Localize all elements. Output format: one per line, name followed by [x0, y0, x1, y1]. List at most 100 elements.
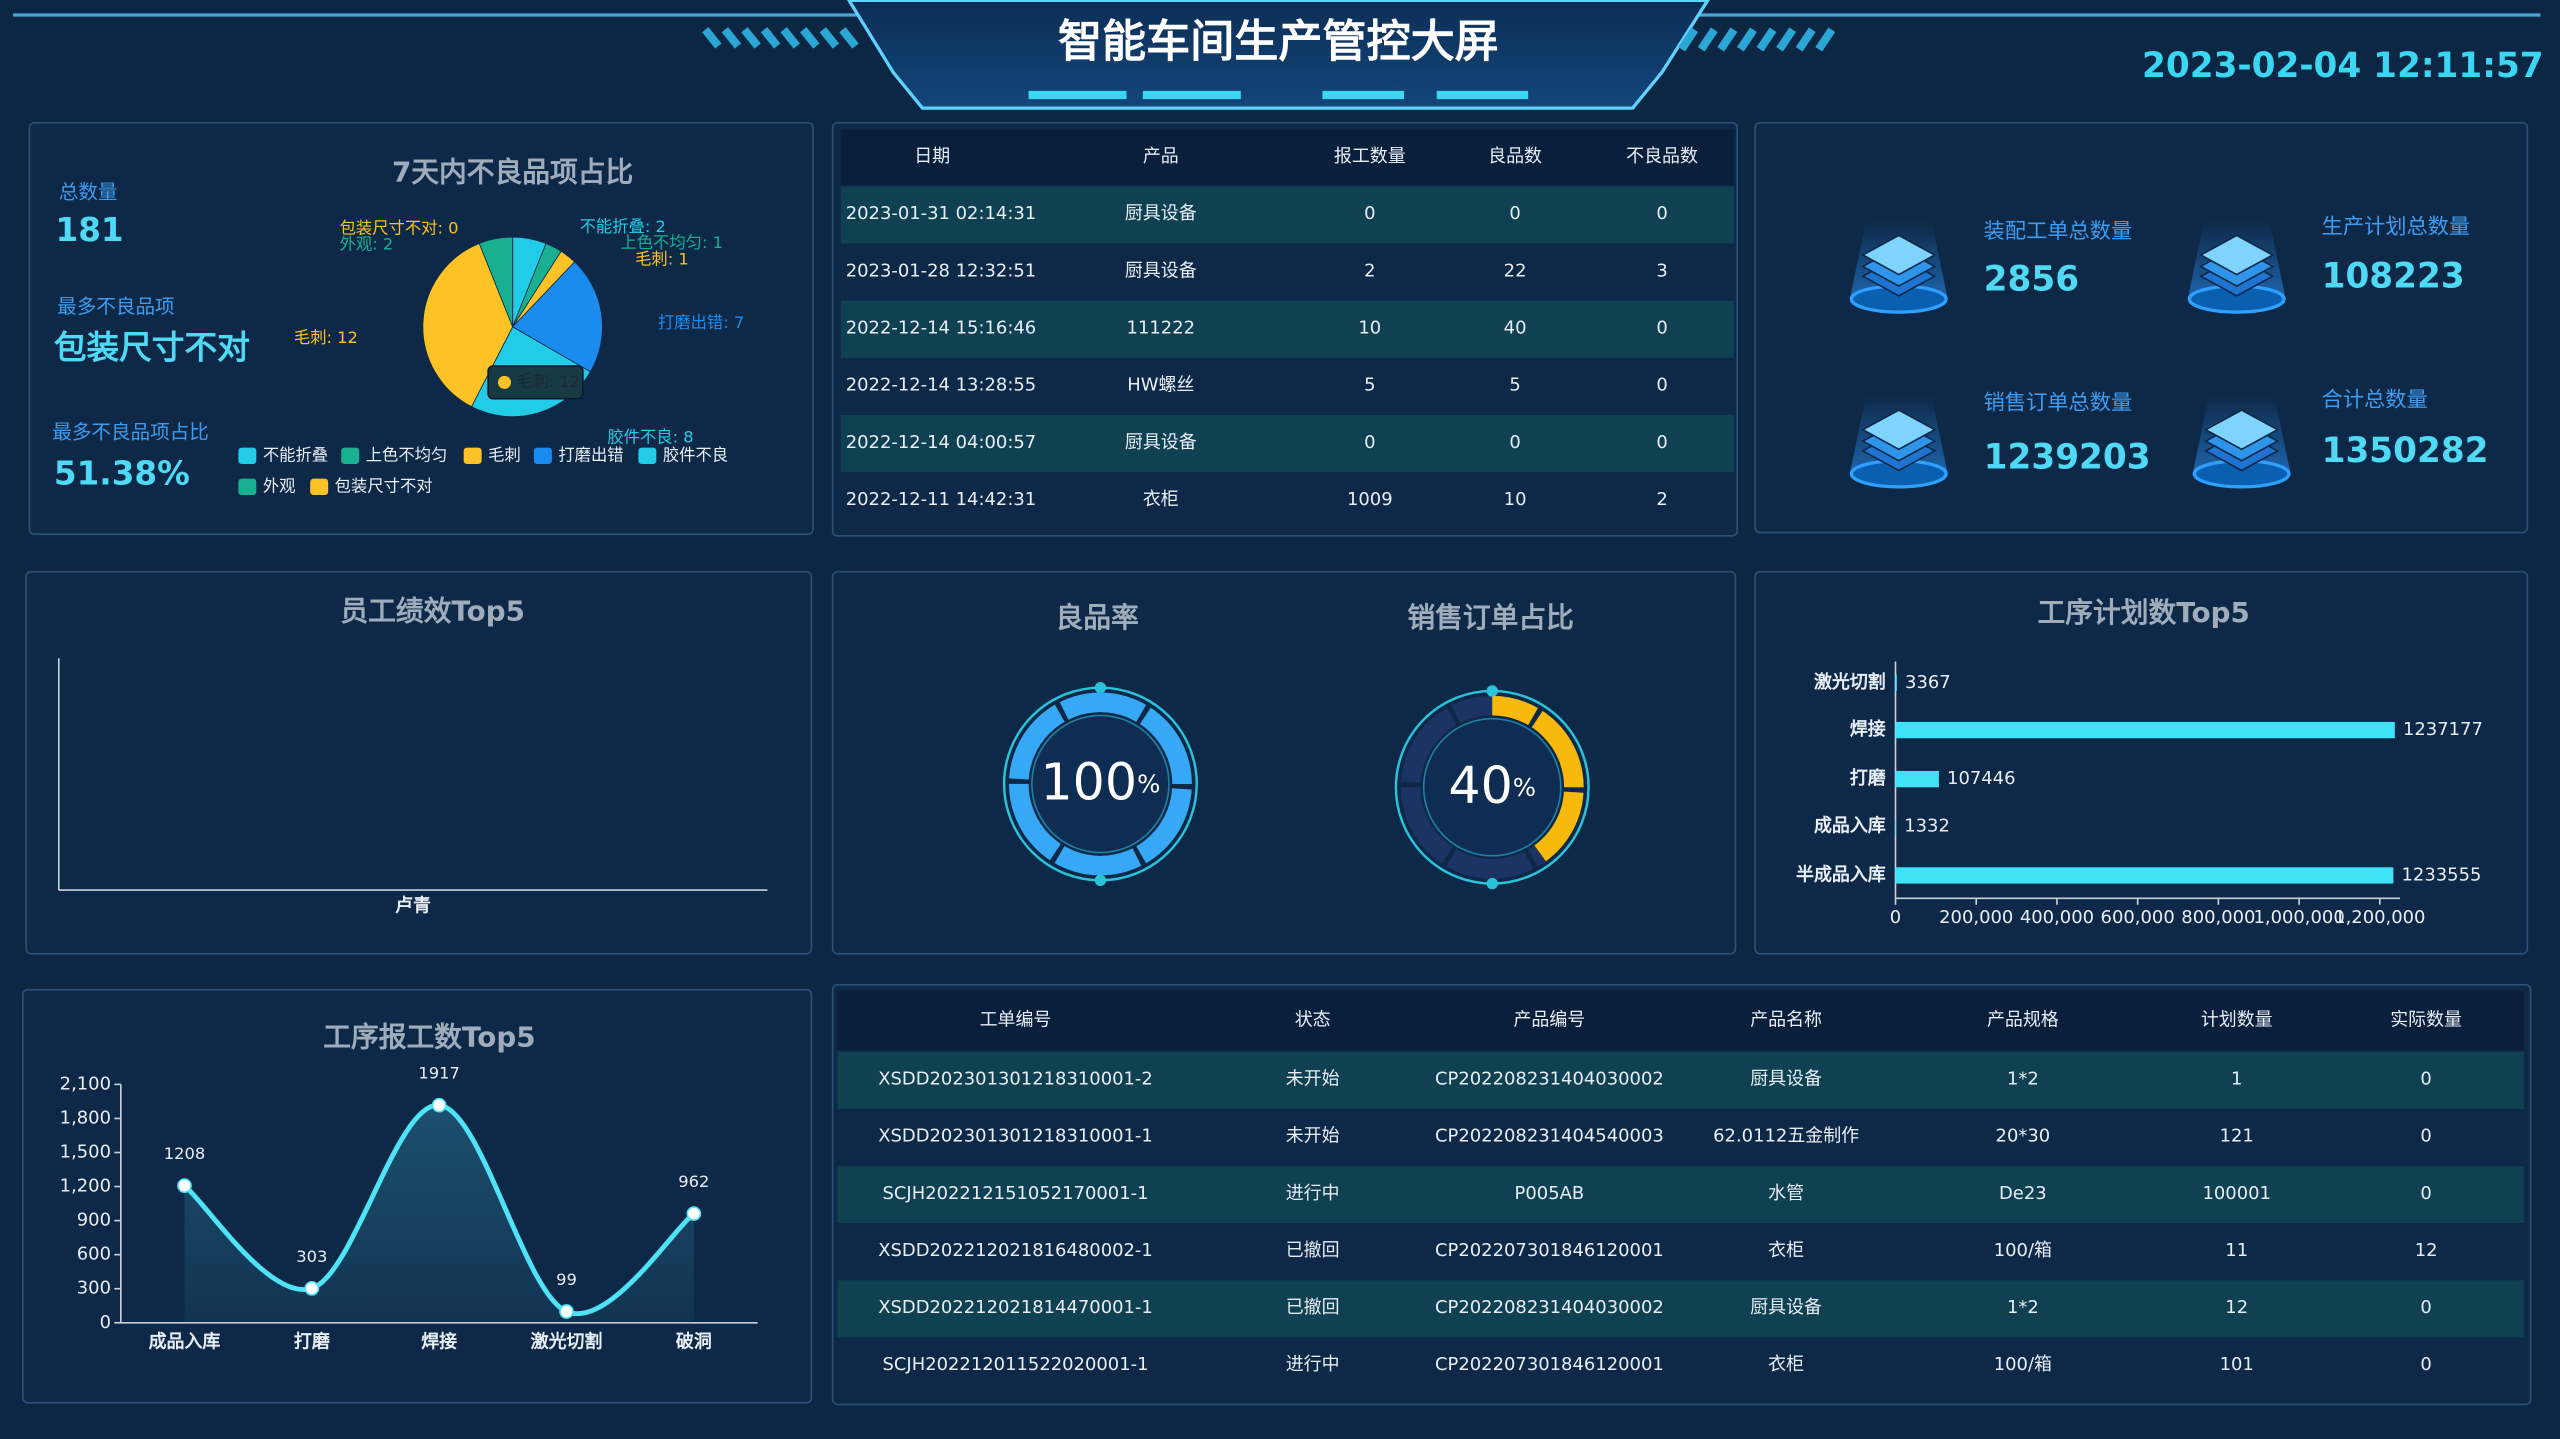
table-cell: 12: [2225, 1297, 2248, 1318]
tooltip: 毛刺: 12: [516, 372, 580, 391]
legend-label: 不能折叠: [263, 445, 328, 464]
table-header: 报工数量: [1334, 146, 1406, 167]
y-tick-label: 300: [77, 1278, 111, 1299]
x-tick-label: 0: [1890, 907, 1901, 928]
table-cell: 2: [1656, 489, 1667, 510]
table-cell: 20*30: [1996, 1126, 2051, 1147]
gauge-unit: %: [1513, 773, 1536, 802]
table-cell: 2022-12-14 13:28:55: [846, 375, 1037, 396]
pie-label: 胶件不良: 8: [607, 427, 693, 446]
table-cell: 未开始: [1286, 1126, 1340, 1147]
gauge-gaps: [1399, 694, 1586, 881]
table-cell: 0: [2420, 1297, 2431, 1318]
bar-value-label: 1237177: [2403, 719, 2483, 740]
table-cell: 进行中: [1286, 1183, 1340, 1204]
table-cell: CP202208231404540003: [1435, 1126, 1664, 1147]
table-cell: 0: [2420, 1183, 2431, 1204]
table-cell: 12: [2415, 1240, 2438, 1261]
table-cell: 101: [2220, 1354, 2254, 1375]
pie-label: 毛刺: 12: [294, 328, 358, 347]
panel: [1754, 570, 2529, 955]
table-cell: 1*2: [2007, 1068, 2039, 1089]
bar: [1895, 867, 2394, 884]
y-tick-label: 1,800: [60, 1107, 111, 1128]
table-header: 产品名称: [1750, 1010, 1822, 1031]
table-header: 产品编号: [1514, 1010, 1586, 1031]
y-tick-label: 成品入库: [1814, 814, 1886, 836]
table-cell: 厨具设备: [1125, 432, 1197, 453]
bar: [1895, 721, 2395, 739]
panel: [1754, 121, 2529, 534]
summary-label: 总数量: [59, 180, 118, 203]
pie-label: 上色不均匀: 1: [620, 233, 723, 252]
table-cell: 121: [2220, 1126, 2254, 1147]
y-tick-label: 激光切割: [1814, 671, 1886, 693]
legend-label: 打磨出错: [558, 445, 623, 464]
table-row-band: [840, 186, 1734, 244]
x-tick-label: 打磨: [294, 1330, 330, 1352]
y-tick-label: 600: [77, 1244, 111, 1265]
table-row-band: [837, 1166, 2525, 1224]
value-label: 1917: [418, 1064, 460, 1083]
table-cell: P005AB: [1515, 1183, 1585, 1204]
bar: [1895, 674, 1897, 691]
table-cell: XSDD202301301218310001-1: [878, 1126, 1153, 1147]
y-tick-label: 焊接: [1850, 718, 1886, 740]
gauge-unit: %: [1137, 770, 1160, 799]
summary-value: 181: [56, 211, 124, 249]
bar-value-label: 107446: [1947, 768, 2015, 789]
table-cell: 0: [1509, 203, 1520, 224]
pie-slice: [511, 261, 603, 373]
summary-label: 最多不良品项占比: [52, 420, 209, 443]
value-label: 99: [556, 1270, 577, 1289]
cube-icon: [1849, 395, 1948, 489]
cube-icon: [1849, 220, 1948, 314]
table-cell: CP202208231404030002: [1435, 1068, 1664, 1089]
y-tick-label: 900: [77, 1210, 111, 1231]
bar: [1895, 818, 1897, 835]
stat-value: 2856: [1984, 260, 2079, 300]
table-cell: 0: [2420, 1068, 2431, 1089]
datetime: 2023-02-04 12:11:57: [2142, 46, 2544, 86]
icon-layer: [2199, 234, 2275, 276]
table-row-band: [837, 1051, 2525, 1109]
legend-label: 包装尺寸不对: [335, 476, 433, 495]
x-tick-label: 卢青: [395, 894, 431, 916]
table-cell: 111222: [1127, 317, 1195, 338]
table-cell: 厨具设备: [1125, 203, 1197, 224]
point: [559, 1304, 574, 1319]
summary-label: 最多不良品项: [57, 295, 174, 318]
gauge-progress: [1400, 695, 1584, 879]
y-tick-label: 0: [100, 1312, 111, 1333]
legend-label: 外观: [263, 476, 296, 495]
pie-slice: [422, 242, 514, 408]
chart-title: 工序报工数Top5: [323, 1021, 535, 1054]
value-label: 962: [678, 1172, 709, 1191]
table-cell: 2023-01-31 02:14:31: [846, 203, 1037, 224]
stat-label: 合计总数量: [2322, 387, 2428, 412]
table-cell: 未开始: [1286, 1068, 1340, 1089]
pie-label: 外观: 2: [340, 235, 394, 254]
table-cell: 10: [1358, 317, 1381, 338]
table-cell: 2023-01-28 12:32:51: [846, 260, 1037, 281]
chart-title: 工序计划数Top5: [2038, 596, 2250, 629]
table-cell: 0: [2420, 1126, 2431, 1147]
legend-swatch: [238, 478, 257, 496]
y-tick-label: 打磨: [1850, 767, 1886, 789]
point: [686, 1206, 702, 1221]
pie-label: 打磨出错: 7: [658, 313, 744, 332]
y-tick-label: 1,500: [60, 1142, 111, 1163]
x-tick-label: 400,000: [2020, 907, 2094, 928]
table-cell: 水管: [1768, 1183, 1804, 1204]
gauge-dot: [1094, 681, 1107, 694]
table-cell: 100/箱: [1994, 1240, 2052, 1261]
table-header: 计划数量: [2201, 1010, 2273, 1031]
stat-label: 销售订单总数量: [1984, 391, 2133, 416]
value-label: 303: [296, 1247, 327, 1266]
table-cell: 40: [1504, 317, 1527, 338]
tooltip-dot: [497, 375, 512, 389]
table-cell: 衣柜: [1768, 1240, 1804, 1261]
bar-value-label: 1332: [1904, 815, 1950, 836]
table-cell: 衣柜: [1143, 489, 1179, 510]
value-label: 1208: [164, 1144, 206, 1163]
